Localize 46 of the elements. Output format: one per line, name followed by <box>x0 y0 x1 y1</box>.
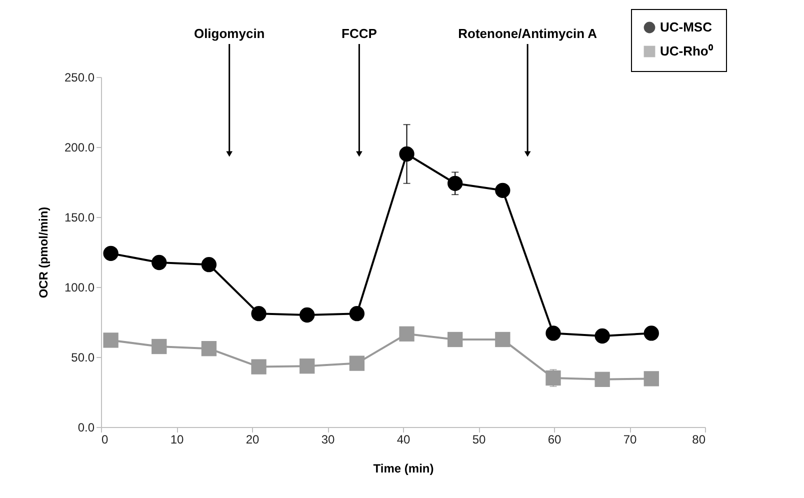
point <box>399 146 414 162</box>
point <box>495 182 510 198</box>
point <box>546 370 561 386</box>
x-tick-label: 40 <box>396 432 410 446</box>
point <box>251 306 266 322</box>
point <box>495 332 510 348</box>
point <box>103 332 118 348</box>
y-tick-label: 250.0 <box>64 70 95 84</box>
point <box>103 246 118 261</box>
point <box>349 356 365 371</box>
x-tick-label: 0 <box>102 432 108 446</box>
ref-line-label: Rotenone/Antimycin A <box>458 26 598 41</box>
y-tick-label: 150.0 <box>64 210 95 224</box>
ref-line-label: FCCP <box>342 26 378 41</box>
y-tick-label: 50.0 <box>71 350 95 364</box>
point <box>152 254 167 270</box>
point <box>201 341 217 356</box>
legend-label: UC-MSC <box>660 20 713 34</box>
point <box>644 371 659 386</box>
x-tick-label: 10 <box>170 432 184 446</box>
x-axis-title: Time (min) <box>373 462 434 476</box>
x-tick-label: 70 <box>623 432 637 446</box>
point <box>349 306 365 322</box>
y-tick-label: 200.0 <box>64 140 95 154</box>
point <box>251 359 266 374</box>
point <box>201 257 217 272</box>
point <box>152 338 167 354</box>
x-tick-label: 20 <box>246 432 260 446</box>
legend-label: UC-Rho⁰ <box>660 44 714 58</box>
ref-line-label: Oligomycin <box>194 26 265 41</box>
point <box>448 332 463 348</box>
point <box>594 328 610 344</box>
y-tick-label: 100.0 <box>64 280 95 294</box>
x-tick-label: 30 <box>321 432 335 446</box>
x-tick-label: 60 <box>548 432 562 446</box>
point <box>399 326 414 342</box>
y-axis-title: OCR (pmol/min) <box>36 206 50 298</box>
point <box>546 326 561 341</box>
x-tick-label: 50 <box>472 432 486 446</box>
point <box>300 358 315 374</box>
point <box>448 176 463 191</box>
point <box>300 307 315 323</box>
y-tick-label: 0.0 <box>78 420 95 434</box>
point <box>594 372 610 387</box>
point <box>644 326 659 341</box>
x-tick-label: 80 <box>692 432 706 446</box>
